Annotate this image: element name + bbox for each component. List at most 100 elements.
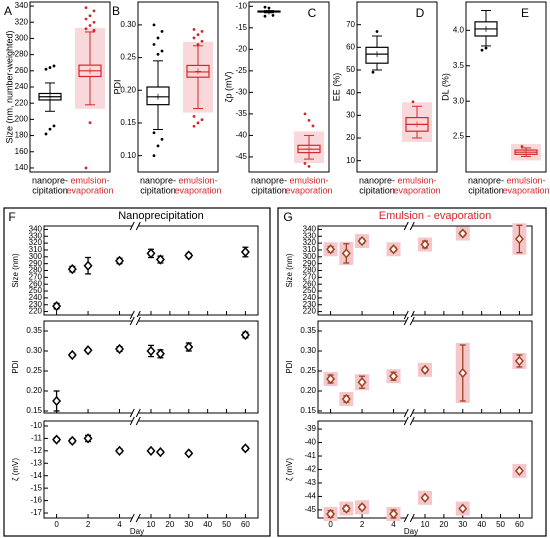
- x-tick-label: 60: [241, 520, 250, 529]
- x-tick-label: 60: [515, 520, 524, 529]
- axis-break-mark: [129, 416, 135, 426]
- diamond-marker: [357, 235, 367, 247]
- plot-frame: [137, 1, 219, 173]
- y-tick-label: 0.30: [300, 346, 316, 355]
- y-tick-label: 0.35: [300, 326, 316, 335]
- y-tick-label: 50: [346, 65, 355, 74]
- outlier-point: [88, 14, 92, 18]
- y-tick-label: -25: [235, 66, 247, 75]
- box-iqr: [146, 86, 170, 106]
- y-tick-label: 250: [303, 286, 317, 295]
- diamond-marker: [115, 445, 125, 456]
- category-label: evaporation: [502, 185, 549, 195]
- plot-frame: [248, 1, 330, 173]
- outlier-point: [307, 165, 311, 168]
- outlier-point: [84, 166, 88, 170]
- y-axis-label: ζ (mV): [11, 458, 20, 481]
- outlier-point: [92, 20, 96, 24]
- panel-label: E: [521, 6, 529, 20]
- y-tick-label: 40: [346, 88, 355, 97]
- panel-title: Emulsion - evaporation: [379, 210, 492, 222]
- diamond-marker: [341, 393, 351, 405]
- panel-frame: [277, 207, 547, 537]
- panel-label: D: [416, 6, 425, 20]
- data-point: [323, 506, 338, 521]
- diamond-marker: [420, 492, 430, 503]
- diamond-marker: [341, 503, 351, 514]
- diamond-marker: [420, 364, 430, 375]
- axis-break-mark: [135, 316, 141, 326]
- outlier-point: [160, 49, 164, 53]
- axis-break-gap: [132, 409, 139, 417]
- data-point: [355, 500, 370, 515]
- data-point: [52, 434, 62, 445]
- outlier-point: [192, 124, 196, 128]
- panel-frame: [3, 207, 271, 537]
- plot-frame: [43, 225, 259, 316]
- data-point: [115, 343, 125, 355]
- y-tick-label: 30: [346, 110, 355, 119]
- x-tick-label: 4: [117, 520, 122, 529]
- y-tick-label: 0.35: [26, 326, 42, 335]
- y-tick-label: 290: [29, 259, 43, 268]
- y-tick-label: 60: [346, 42, 355, 51]
- y-tick-label: 260: [29, 279, 43, 288]
- y-tick-label: 290: [303, 259, 317, 268]
- y-tick-label: 4.0: [453, 25, 465, 34]
- box-nanoprecipitation: [146, 23, 170, 158]
- diamond-marker: [420, 239, 430, 250]
- axis-break-gap: [132, 222, 139, 230]
- data-point: [184, 448, 194, 459]
- x-tick-label: 40: [477, 520, 486, 529]
- axis-break-gap: [132, 417, 139, 425]
- y-tick-label: -17: [30, 508, 42, 517]
- diamond-marker: [240, 246, 250, 258]
- outlier-point: [303, 112, 307, 116]
- data-point: [184, 250, 194, 261]
- data-point: [455, 226, 470, 241]
- y-tick-label: -11: [31, 434, 43, 443]
- box-emulsion-evaporation: [402, 100, 432, 142]
- panel-label: G: [283, 210, 292, 224]
- y-tick-label: 300: [303, 252, 317, 261]
- diamond-marker: [146, 345, 156, 357]
- diamond-marker: [52, 300, 62, 312]
- outlier-point: [160, 30, 164, 33]
- panel-label: B: [112, 4, 120, 18]
- y-axis-label: PDI: [285, 360, 294, 373]
- outlier-point: [271, 13, 275, 17]
- category-label: emulsion-: [506, 175, 545, 185]
- axis-break-mark: [129, 513, 135, 523]
- diamond-marker: [146, 445, 156, 456]
- axis-break-gap: [406, 514, 413, 522]
- y-tick-label: 280: [15, 50, 29, 59]
- stability-panel-F: F Nanoprecipitation2202302402502602702802…: [3, 207, 271, 537]
- diamond-marker: [184, 448, 194, 459]
- category-label: nanopre-: [359, 175, 395, 185]
- axis-break-gap: [406, 317, 413, 325]
- outlier-point: [196, 121, 200, 125]
- x-tick-label: 50: [496, 520, 505, 529]
- box-emulsion-evaporation: [294, 112, 324, 168]
- data-point: [512, 223, 527, 255]
- y-tick-label: -41: [304, 451, 316, 460]
- x-axis-label: Day: [404, 527, 418, 536]
- box-nanoprecipitation: [474, 10, 498, 52]
- y-tick-label: -20: [235, 44, 247, 53]
- plot-frame: [465, 1, 547, 173]
- boxplot-panel-E: 2.5 3.0 3.5 4.0 DL (%) Enanopre-cipitationemu…: [440, 1, 550, 195]
- y-tick-label: 0.20: [120, 85, 136, 94]
- axis-break-mark: [135, 513, 141, 523]
- data-point: [155, 254, 165, 265]
- y-tick-label: 240: [15, 82, 29, 91]
- outlier-point: [311, 124, 315, 128]
- outlier-point: [44, 132, 48, 136]
- axis-break-mark: [403, 316, 409, 326]
- x-tick-label: 4: [391, 520, 396, 529]
- axis-break-mark: [403, 221, 409, 231]
- y-axis-label: ζ (mV): [285, 458, 294, 481]
- x-tick-label: 20: [165, 520, 174, 529]
- outlier-point: [156, 144, 160, 148]
